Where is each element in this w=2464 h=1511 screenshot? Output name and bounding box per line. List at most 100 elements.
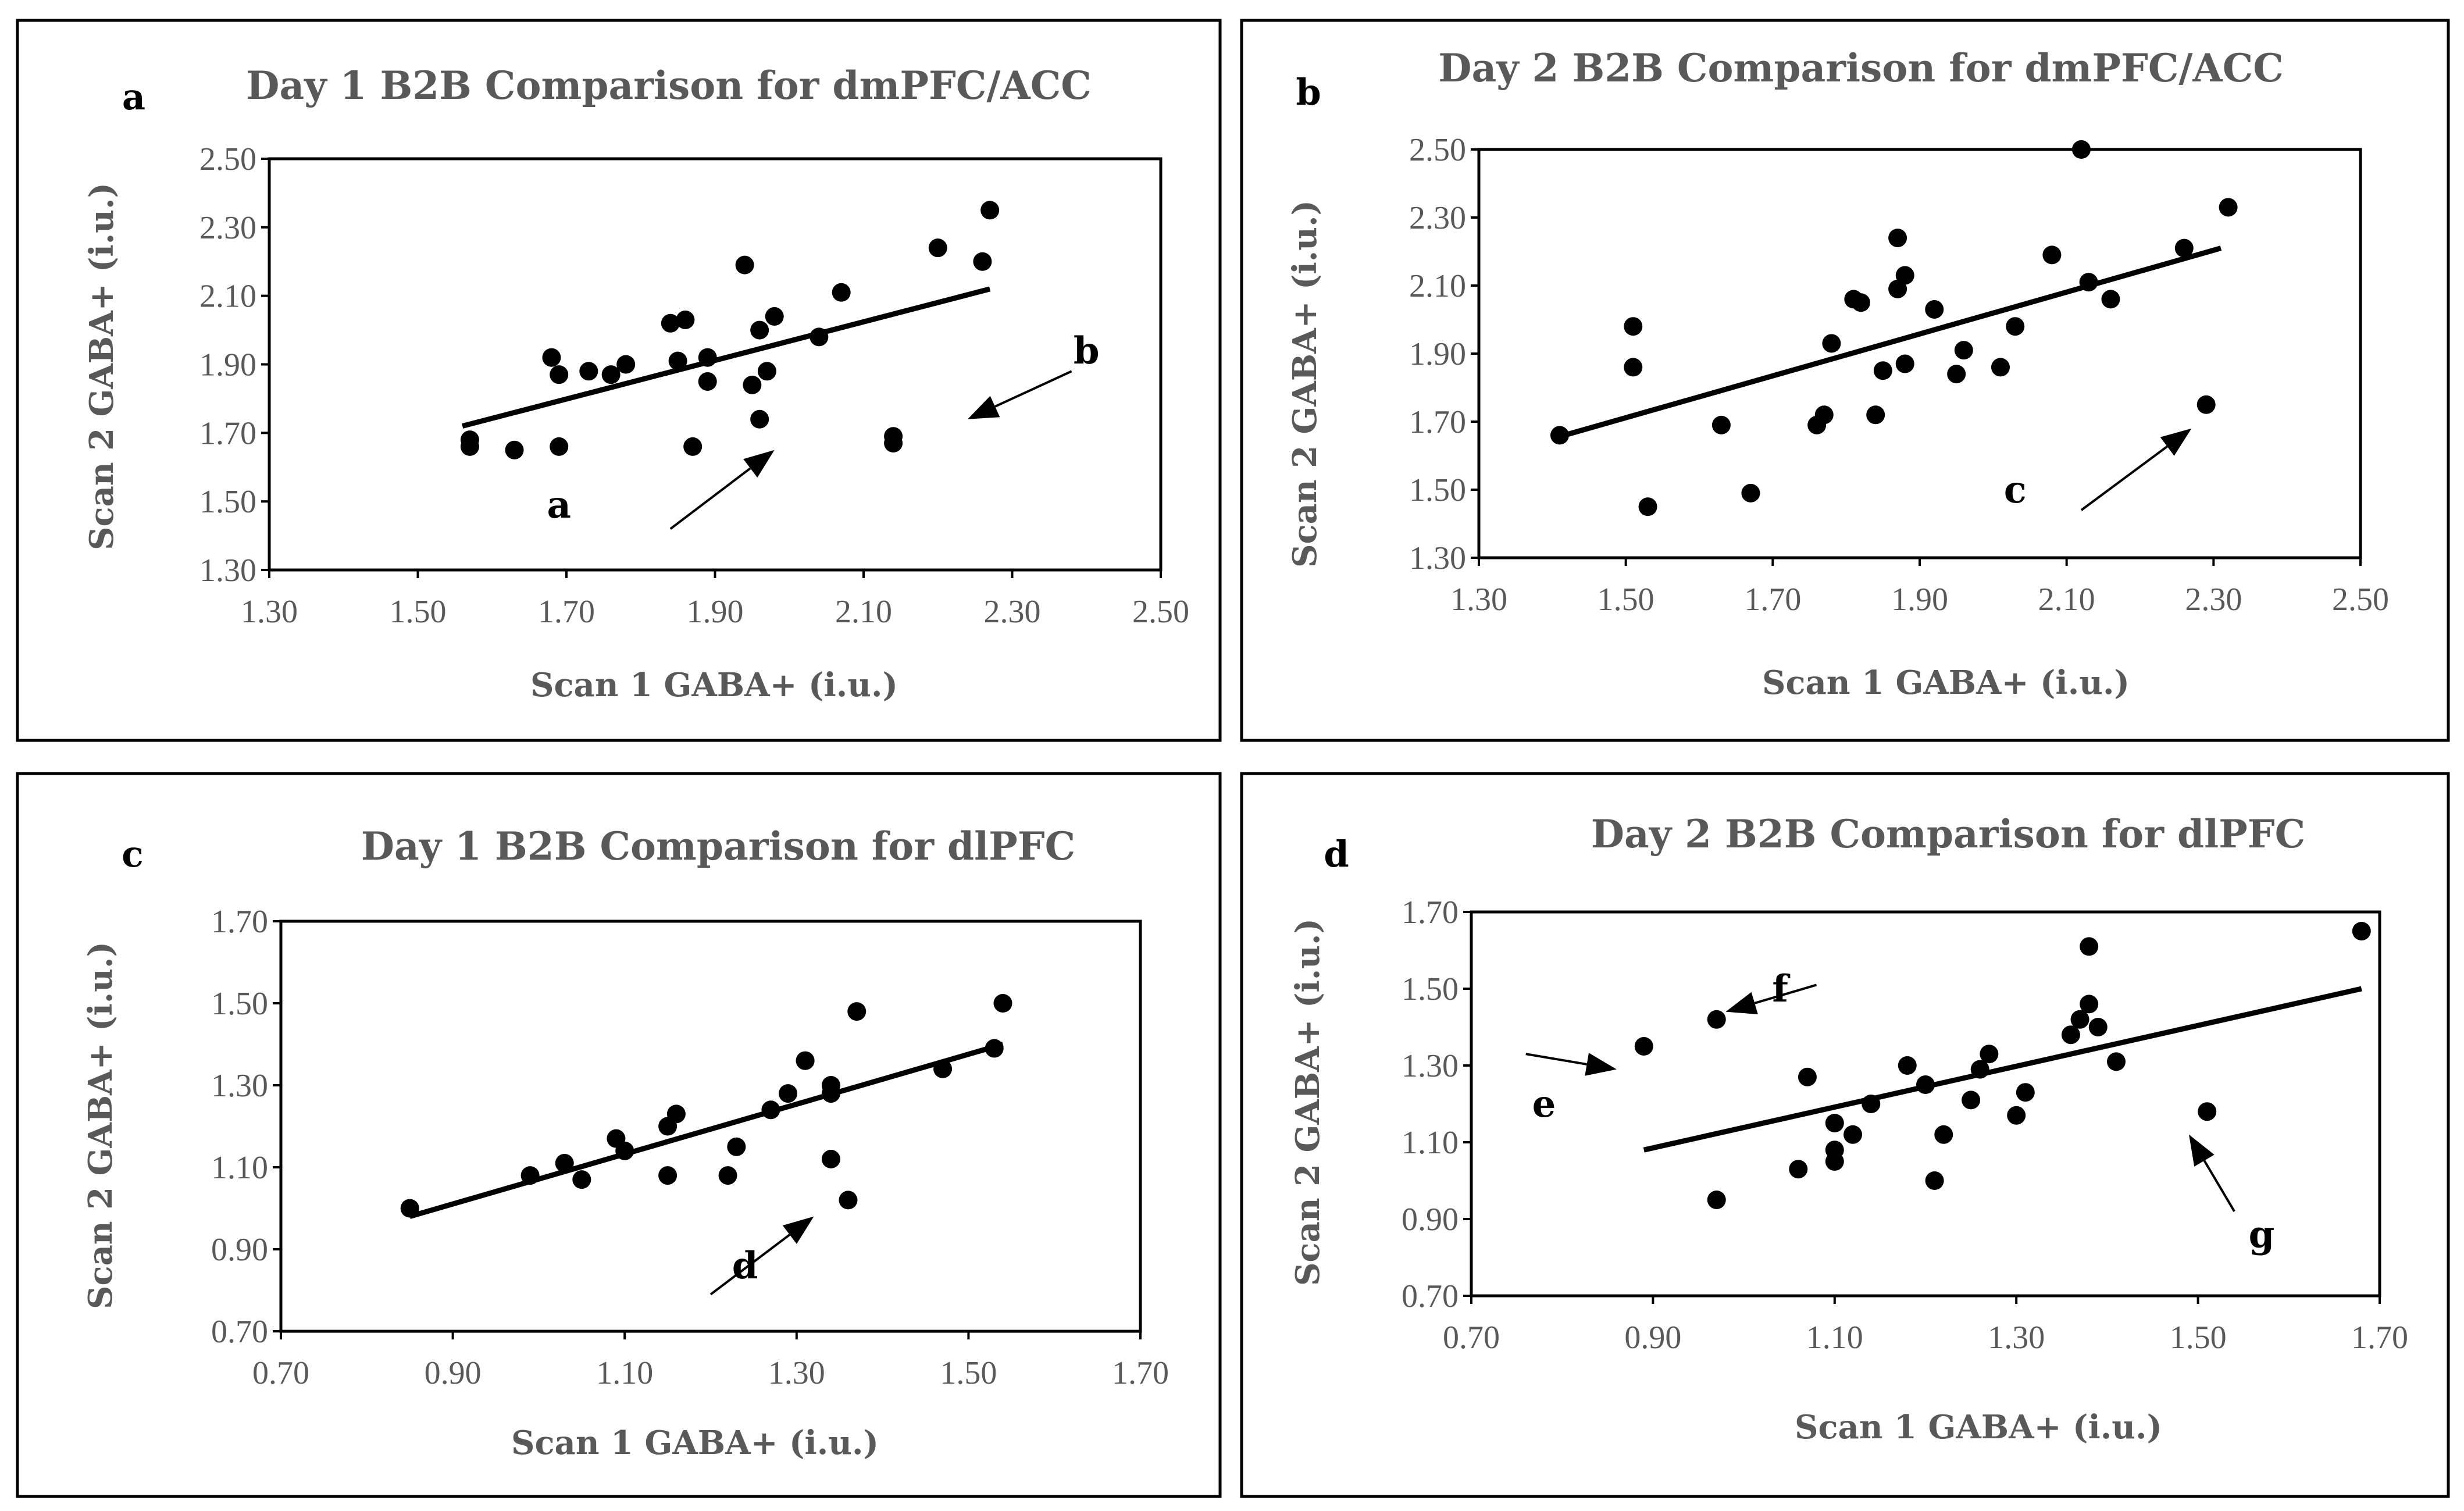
data-point [542, 348, 561, 367]
data-point [698, 372, 717, 391]
data-point [1866, 405, 1885, 425]
data-point [2006, 317, 2025, 336]
data-point [1634, 1037, 1653, 1056]
data-point [973, 252, 992, 271]
panel-label: a [122, 76, 145, 118]
data-point [616, 355, 636, 374]
data-point [1970, 1060, 1989, 1079]
data-point [779, 1084, 798, 1103]
y-tick-label: 2.50 [1409, 132, 1466, 168]
x-tick-label: 1.50 [1598, 582, 1654, 618]
plot-area [1477, 148, 2362, 560]
data-point [1895, 354, 1914, 373]
annotation-label: c [2004, 468, 2027, 512]
data-point [698, 348, 717, 367]
annotation-arrow-head [743, 450, 775, 478]
annotation-arrow-head [1725, 992, 1758, 1014]
y-tick-label: 2.10 [1409, 268, 1466, 304]
panel-frame [16, 772, 1222, 1498]
y-tick-label: 0.90 [1402, 1202, 1459, 1238]
data-point [615, 1141, 634, 1160]
data-point [2071, 140, 2091, 159]
x-tick-label: 1.70 [1744, 582, 1801, 618]
y-axis-label: Scan 2 GABA+ (i.u.) [1289, 918, 1327, 1286]
x-tick-label: 1.70 [538, 594, 595, 630]
data-point [1954, 341, 1973, 360]
annotation-arrow-head [2160, 428, 2192, 456]
data-point [2061, 1025, 2080, 1045]
panel-label: b [1296, 71, 1321, 113]
data-point [1873, 361, 1892, 380]
y-tick-label: 2.30 [1409, 200, 1466, 236]
x-axis-label: Scan 1 GABA+ (i.u.) [1762, 664, 2130, 702]
x-axis-label: Scan 1 GABA+ (i.u.) [511, 1424, 879, 1462]
data-point [550, 365, 569, 384]
annotation-label: g [2249, 1213, 2275, 1256]
data-point [1825, 1152, 1844, 1171]
data-point [2080, 995, 2099, 1014]
data-point [2016, 1083, 2035, 1102]
plot-area [1470, 910, 2381, 1298]
data-point [1707, 1010, 1726, 1029]
panel-frame [16, 19, 1222, 742]
panel-frame [1240, 772, 2450, 1498]
y-tick-label: 2.30 [199, 210, 256, 246]
data-point [1934, 1125, 1953, 1144]
x-tick-label: 1.50 [940, 1355, 997, 1391]
annotation-label: b [1074, 329, 1100, 373]
x-tick-label: 1.10 [596, 1355, 653, 1391]
data-point [2352, 922, 2371, 940]
data-point [579, 362, 598, 381]
data-point [2007, 1106, 2026, 1125]
data-point [1789, 1160, 1808, 1179]
data-point [1925, 1171, 1944, 1190]
x-tick-label: 0.90 [1624, 1320, 1681, 1356]
data-point [847, 1002, 866, 1021]
panel-b: b Day 2 B2B Comparison for dmPFC/ACC 1.3… [1240, 19, 2450, 742]
data-point [520, 1166, 540, 1185]
data-point [1925, 300, 1944, 319]
data-point [1991, 358, 2010, 377]
annotation-label: a [547, 483, 570, 527]
data-point [832, 283, 851, 302]
x-tick-label: 1.30 [1988, 1320, 2045, 1356]
y-tick-label: 1.50 [1409, 472, 1466, 508]
y-tick-label: 1.30 [1409, 540, 1466, 576]
data-point [601, 365, 621, 384]
data-point [1962, 1091, 1981, 1110]
y-tick-label: 1.70 [211, 904, 268, 940]
data-point [1895, 266, 1914, 285]
data-point [661, 313, 680, 333]
y-tick-label: 1.50 [199, 484, 256, 520]
data-point [750, 409, 769, 429]
data-point [1550, 426, 1569, 445]
data-point [821, 1084, 840, 1103]
x-axis-label: Scan 1 GABA+ (i.u.) [530, 666, 898, 704]
x-tick-label: 0.90 [425, 1355, 482, 1391]
y-tick-label: 1.70 [1402, 895, 1459, 931]
data-point [2107, 1052, 2126, 1071]
data-point [1862, 1095, 1881, 1113]
data-point [2174, 238, 2194, 258]
annotation-arrow-shaft [1525, 1053, 1587, 1065]
data-point [460, 430, 479, 450]
data-point [933, 1059, 953, 1078]
x-tick-label: 1.10 [1806, 1320, 1863, 1356]
annotation-arrow-shaft [709, 1234, 791, 1296]
y-tick-label: 0.90 [211, 1232, 268, 1268]
x-tick-label: 1.50 [2170, 1320, 2227, 1356]
data-point [928, 238, 947, 258]
plot-area [268, 157, 1163, 572]
data-point [2101, 290, 2120, 309]
x-tick-label: 1.30 [1450, 582, 1507, 618]
data-point [1947, 365, 1966, 384]
annotation-arrow-head [2189, 1134, 2215, 1167]
data-point [884, 434, 903, 453]
annotation-arrow-shaft [1754, 983, 1817, 1004]
y-tick-label: 1.90 [199, 347, 256, 383]
data-point [2080, 937, 2099, 956]
data-point [572, 1170, 591, 1189]
x-tick-label: 1.90 [1891, 582, 1948, 618]
panel-c: c Day 1 B2B Comparison for dlPFC 0.70 0.9… [16, 772, 1222, 1498]
